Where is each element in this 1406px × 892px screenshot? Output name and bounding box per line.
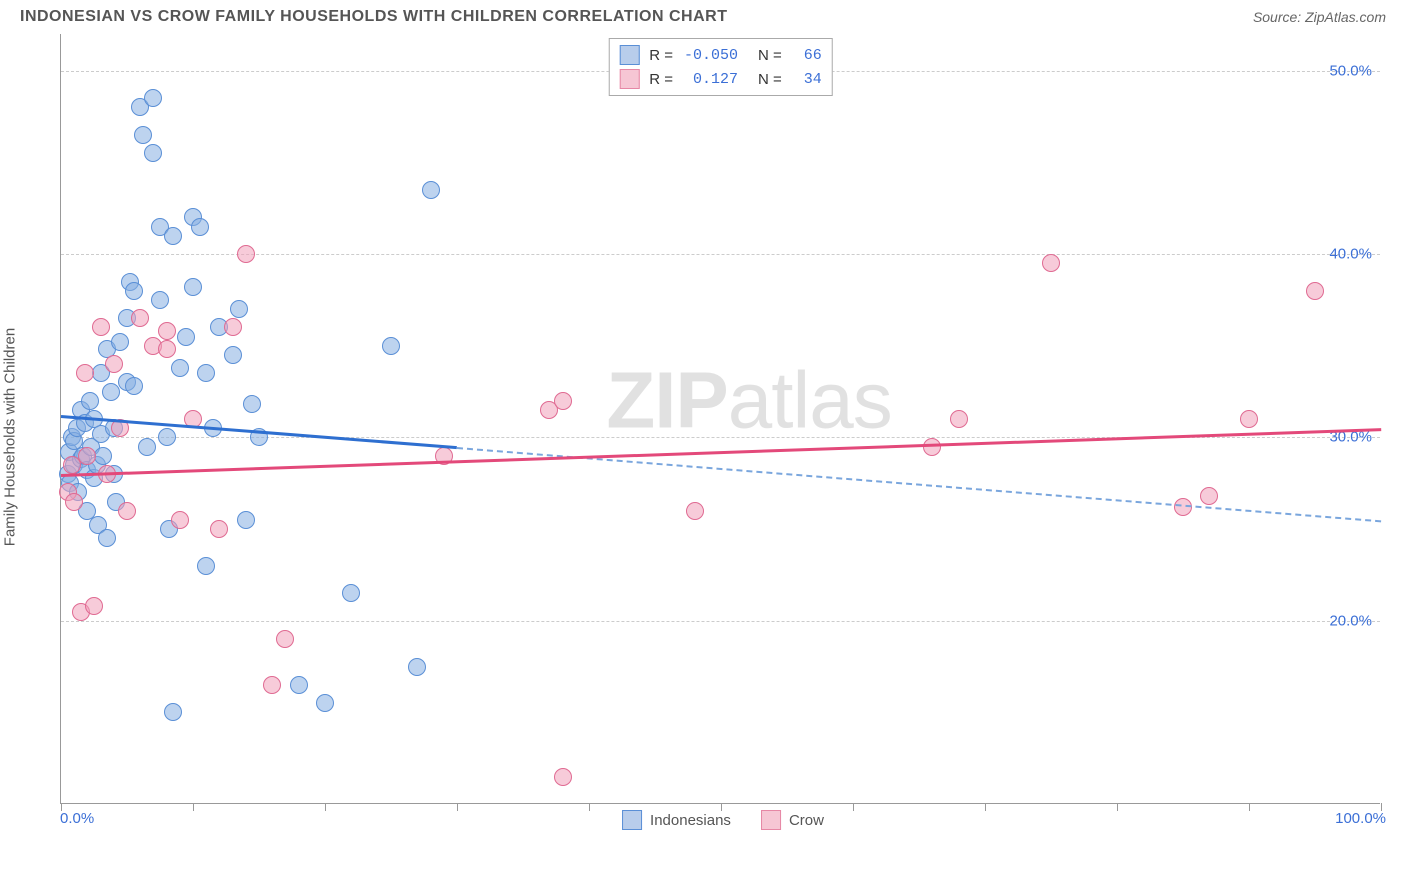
data-point	[158, 322, 176, 340]
y-tick-label: 40.0%	[1329, 246, 1372, 263]
data-point	[171, 511, 189, 529]
n-label: N =	[758, 47, 782, 64]
data-point	[243, 395, 261, 413]
data-point	[118, 502, 136, 520]
data-point	[950, 410, 968, 428]
data-point	[316, 694, 334, 712]
data-point	[144, 89, 162, 107]
data-point	[134, 126, 152, 144]
watermark: ZIPatlas	[606, 354, 891, 446]
data-point	[171, 359, 189, 377]
correlation-stats-box: R = -0.050 N = 66 R = 0.127 N = 34	[608, 38, 833, 96]
x-axis-min-label: 0.0%	[60, 810, 94, 827]
data-point	[65, 493, 83, 511]
data-point	[1042, 254, 1060, 272]
data-point	[237, 245, 255, 263]
gridline	[61, 254, 1380, 255]
data-point	[342, 584, 360, 602]
data-point	[224, 346, 242, 364]
data-point	[138, 438, 156, 456]
legend-label: Crow	[789, 812, 824, 829]
data-point	[230, 300, 248, 318]
data-point	[276, 630, 294, 648]
stats-row: R = 0.127 N = 34	[619, 67, 822, 91]
y-tick-label: 20.0%	[1329, 612, 1372, 629]
r-label: R =	[649, 47, 673, 64]
data-point	[105, 355, 123, 373]
n-value: 66	[792, 47, 822, 64]
data-point	[263, 676, 281, 694]
data-point	[158, 340, 176, 358]
legend-label: Indonesians	[650, 812, 731, 829]
legend-swatch	[622, 810, 642, 830]
data-point	[94, 447, 112, 465]
legend-item: Crow	[761, 810, 824, 830]
y-tick-label: 50.0%	[1329, 62, 1372, 79]
scatter-plot: ZIPatlas R = -0.050 N = 66 R = 0.127 N = 34 20.…	[60, 34, 1380, 804]
data-point	[184, 278, 202, 296]
data-point	[422, 181, 440, 199]
data-point	[125, 282, 143, 300]
data-point	[554, 392, 572, 410]
r-value: 0.127	[683, 71, 738, 88]
data-point	[1200, 487, 1218, 505]
data-point	[408, 658, 426, 676]
legend-item: Indonesians	[622, 810, 731, 830]
chart-title: INDONESIAN VS CROW FAMILY HOUSEHOLDS WIT…	[20, 8, 728, 26]
stats-swatch	[619, 69, 639, 89]
watermark-bold: ZIP	[606, 355, 727, 444]
r-label: R =	[649, 71, 673, 88]
data-point	[78, 447, 96, 465]
data-point	[158, 428, 176, 446]
data-point	[151, 291, 169, 309]
data-point	[164, 703, 182, 721]
watermark-light: atlas	[728, 355, 892, 444]
data-point	[92, 318, 110, 336]
data-point	[197, 364, 215, 382]
n-value: 34	[792, 71, 822, 88]
data-point	[63, 456, 81, 474]
data-point	[76, 364, 94, 382]
data-point	[177, 328, 195, 346]
data-point	[686, 502, 704, 520]
series-legend: Indonesians Crow	[622, 810, 824, 830]
stats-row: R = -0.050 N = 66	[619, 43, 822, 67]
legend-swatch	[761, 810, 781, 830]
data-point	[125, 377, 143, 395]
r-value: -0.050	[683, 47, 738, 64]
data-point	[554, 768, 572, 786]
data-point	[191, 218, 209, 236]
data-point	[81, 392, 99, 410]
data-point	[1240, 410, 1258, 428]
x-axis-max-label: 100.0%	[1335, 810, 1386, 827]
stats-swatch	[619, 45, 639, 65]
data-point	[1306, 282, 1324, 300]
data-point	[111, 333, 129, 351]
data-point	[98, 529, 116, 547]
y-axis-label: Family Households with Children	[2, 328, 19, 546]
data-point	[290, 676, 308, 694]
data-point	[197, 557, 215, 575]
data-point	[85, 597, 103, 615]
data-point	[164, 227, 182, 245]
data-point	[102, 383, 120, 401]
data-point	[382, 337, 400, 355]
data-point	[144, 144, 162, 162]
data-point	[224, 318, 242, 336]
data-point	[237, 511, 255, 529]
data-point	[210, 520, 228, 538]
n-label: N =	[758, 71, 782, 88]
source-attribution: Source: ZipAtlas.com	[1253, 9, 1386, 25]
data-point	[131, 309, 149, 327]
gridline	[61, 621, 1380, 622]
